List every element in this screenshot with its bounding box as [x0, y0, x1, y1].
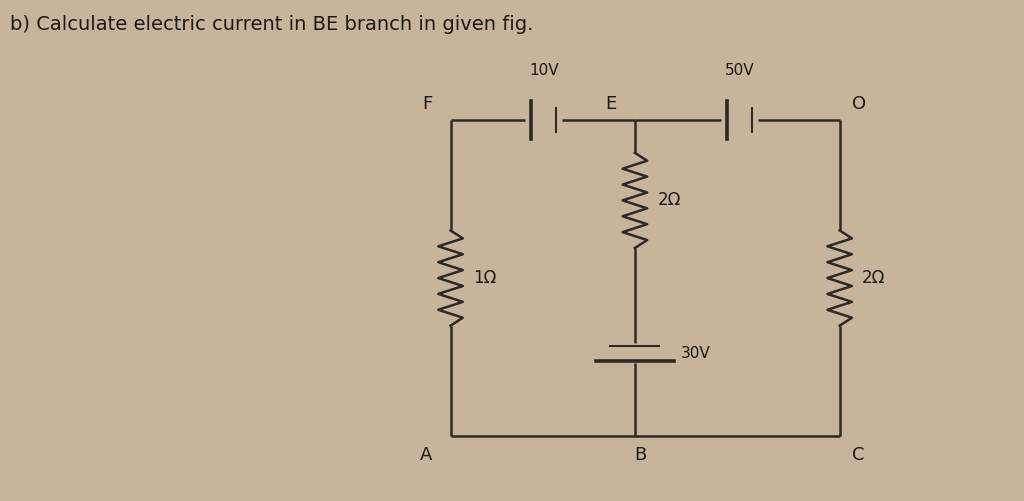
Text: 2Ω: 2Ω: [862, 269, 886, 287]
Text: C: C: [852, 446, 864, 464]
Text: 30V: 30V: [681, 346, 711, 361]
Text: F: F: [422, 95, 432, 113]
Text: A: A: [420, 446, 432, 464]
Text: O: O: [852, 95, 866, 113]
Text: B: B: [634, 446, 646, 464]
Text: b) Calculate electric current in BE branch in given fig.: b) Calculate electric current in BE bran…: [10, 15, 534, 34]
Text: 50V: 50V: [725, 63, 754, 78]
Text: 10V: 10V: [529, 63, 558, 78]
Text: 2Ω: 2Ω: [657, 191, 681, 209]
Text: E: E: [605, 95, 616, 113]
Text: 1Ω: 1Ω: [473, 269, 497, 287]
